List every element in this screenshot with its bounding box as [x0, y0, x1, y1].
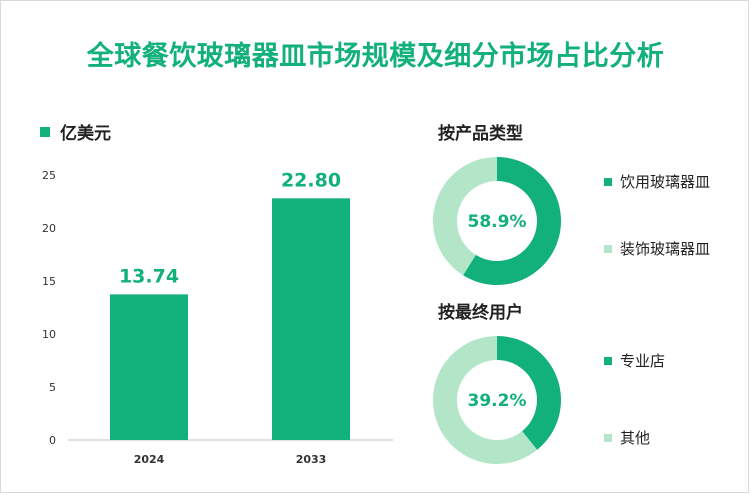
bar-legend: 亿美元: [40, 119, 111, 144]
y-tick-label-0: 0: [49, 434, 56, 447]
page-title: 全球餐饮玻璃器皿市场规模及细分市场占比分析: [86, 41, 665, 72]
y-tick-label-5: 25: [42, 169, 56, 182]
bar-2033: [272, 198, 350, 440]
pie1-legend-item-0: 饮用玻璃器皿: [604, 171, 710, 192]
pie2-slice-1: [433, 336, 538, 464]
pie1-legend-label-1: 装饰玻璃器皿: [620, 240, 711, 258]
pie1-slice-1: [432, 157, 497, 276]
y-tick-label-2: 10: [42, 328, 56, 341]
pie2-legend-swatch-0: [604, 356, 612, 365]
x-tick-label-2033: 2033: [296, 453, 327, 466]
pie1-legend-label-0: 饮用玻璃器皿: [620, 173, 711, 191]
pie2-legend-label-0: 专业店: [620, 352, 666, 370]
bar-legend-label: 亿美元: [60, 124, 111, 144]
pie2-slice-0: [497, 336, 561, 450]
pie1-title: 按产品类型: [438, 124, 523, 144]
pie2-legend-item-0: 专业店: [604, 350, 665, 371]
pie2-legend-item-1: 其他: [604, 427, 650, 448]
bar-value-label-2024: 13.74: [119, 265, 179, 287]
pie2-legend-label-1: 其他: [620, 429, 651, 447]
y-tick-label-3: 15: [42, 275, 56, 288]
pie1-legend-swatch-0: [604, 177, 612, 186]
bar-legend-swatch: [40, 126, 50, 137]
pie2-title: 按最终用户: [438, 303, 523, 323]
pie2-legend-swatch-1: [604, 433, 612, 442]
pie1-slice-0: [463, 157, 561, 285]
pie1-legend-item-1: 装饰玻璃器皿: [604, 238, 710, 259]
bar-value-label-2033: 22.80: [281, 169, 341, 191]
pie1-legend-swatch-1: [604, 244, 612, 253]
pie1-center-label: 58.9%: [468, 212, 527, 232]
y-tick-label-1: 5: [49, 381, 56, 394]
pie2-center-label: 39.2%: [468, 391, 527, 411]
x-tick-label-2024: 2024: [134, 453, 165, 466]
y-tick-label-4: 20: [42, 222, 56, 235]
bar-2024: [110, 294, 188, 440]
